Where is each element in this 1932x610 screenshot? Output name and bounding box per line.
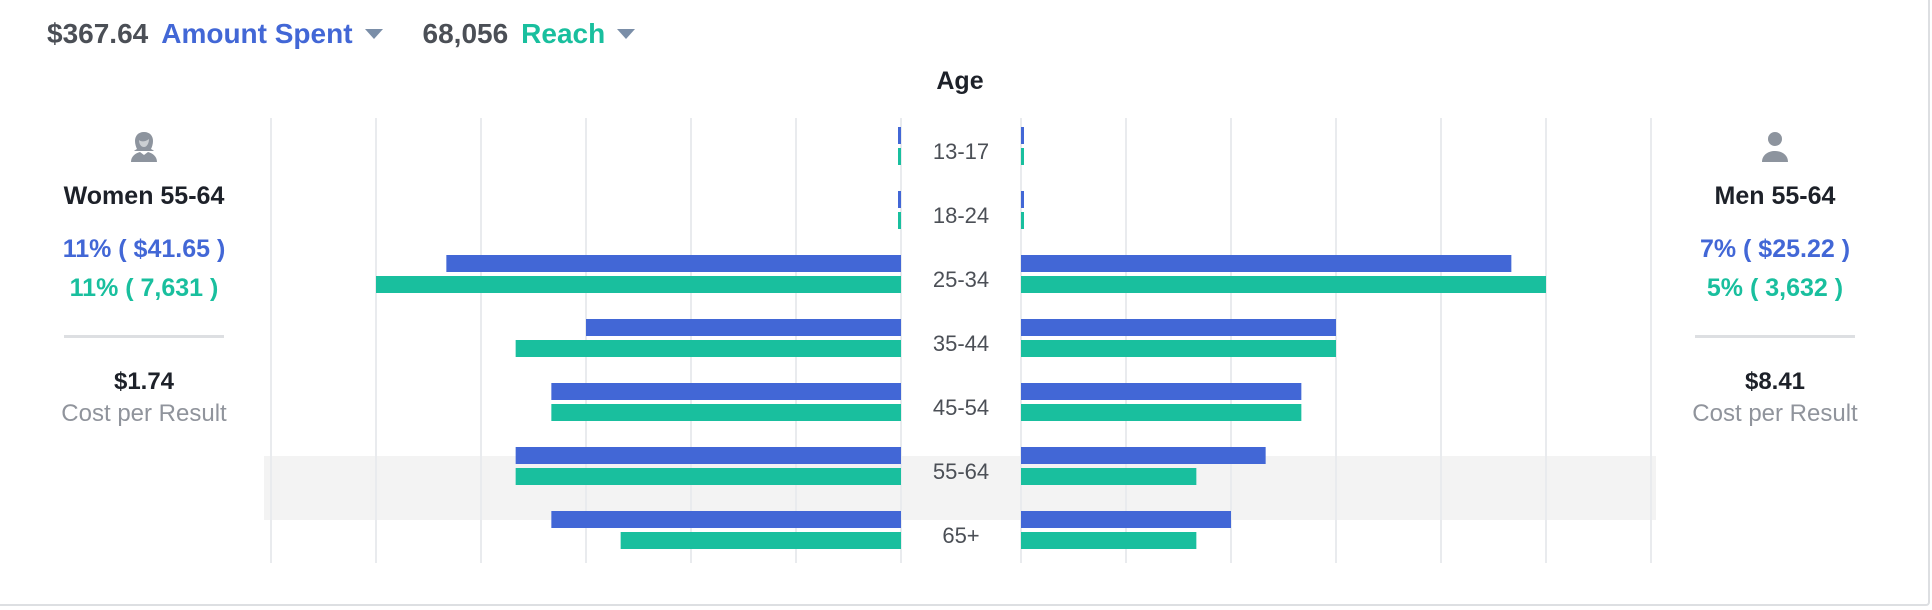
chevron-down-icon[interactable] — [617, 29, 636, 39]
metrics-bar: $367.64 Amount Spent 68,056 Reach — [47, 12, 675, 56]
chart-title: Age — [936, 67, 984, 95]
bar-women-amount-spent-55-64[interactable] — [515, 447, 901, 464]
chevron-down-icon[interactable] — [364, 29, 383, 39]
bar-men-reach-65+[interactable] — [1021, 532, 1197, 549]
age-label-55-64: 55-64 — [933, 459, 989, 484]
bar-men-reach-55-64[interactable] — [1021, 468, 1197, 485]
amount-spent-dropdown-label[interactable]: Amount Spent — [161, 18, 353, 49]
bar-women-reach-25-34[interactable] — [376, 276, 901, 293]
bar-women-reach-45-54[interactable] — [551, 404, 901, 421]
bar-men-amount-spent-35-44[interactable] — [1021, 319, 1336, 336]
age-label-18-24: 18-24 — [933, 203, 989, 228]
women-summary: Women 55-64 11% ( $41.65 ) 11% ( 7,631 )… — [44, 130, 244, 428]
bar-men-reach-18-24[interactable] — [1021, 212, 1024, 229]
bar-women-amount-spent-35-44[interactable] — [586, 319, 901, 336]
bar-women-reach-35-44[interactable] — [515, 340, 901, 357]
bar-women-amount-spent-45-54[interactable] — [551, 383, 901, 400]
women-spend-percent: 11% ( $41.65 ) — [62, 235, 226, 263]
bar-women-reach-13-17[interactable] — [898, 148, 901, 165]
highlighted-row[interactable] — [264, 456, 1656, 520]
men-cost-per-result-value: $8.41 — [1744, 368, 1806, 395]
women-cost-per-result-value: $1.74 — [113, 368, 175, 395]
bar-men-amount-spent-45-54[interactable] — [1021, 383, 1302, 400]
divider — [1695, 335, 1855, 338]
bar-men-reach-13-17[interactable] — [1021, 148, 1024, 165]
bar-men-reach-45-54[interactable] — [1021, 404, 1302, 421]
men-summary: Men 55-64 7% ( $25.22 ) 5% ( 3,632 ) $8.… — [1675, 130, 1875, 428]
bar-women-reach-65+[interactable] — [620, 532, 901, 549]
bar-men-amount-spent-65+[interactable] — [1021, 511, 1231, 528]
women-reach-percent: 11% ( 7,631 ) — [69, 274, 219, 302]
men-cost-per-result-label: Cost per Result — [1692, 400, 1858, 427]
bar-women-reach-55-64[interactable] — [515, 468, 901, 485]
age-label-65+: 65+ — [942, 523, 979, 548]
men-segment-title: Men 55-64 — [1714, 182, 1836, 210]
amount-spent-value: $367.64 — [47, 18, 149, 49]
reach-metric[interactable]: 68,056 Reach — [423, 18, 636, 50]
bar-men-amount-spent-13-17[interactable] — [1021, 127, 1024, 144]
bar-men-reach-35-44[interactable] — [1021, 340, 1336, 357]
age-label-13-17: 13-17 — [933, 139, 989, 164]
woman-avatar-icon — [131, 132, 157, 162]
bar-women-amount-spent-13-17[interactable] — [898, 127, 901, 144]
man-avatar-icon — [1762, 132, 1788, 162]
reach-value: 68,056 — [422, 18, 509, 49]
divider — [64, 335, 224, 338]
bar-men-amount-spent-25-34[interactable] — [1021, 255, 1512, 272]
age-label-25-34: 25-34 — [933, 267, 989, 292]
amount-spent-metric[interactable]: $367.64 Amount Spent — [47, 18, 383, 50]
reach-dropdown-label[interactable]: Reach — [521, 18, 606, 49]
bar-women-amount-spent-18-24[interactable] — [898, 191, 901, 208]
age-label-45-54: 45-54 — [933, 395, 989, 420]
men-reach-percent: 5% ( 3,632 ) — [1706, 274, 1844, 302]
age-label-35-44: 35-44 — [933, 331, 989, 356]
men-spend-percent: 7% ( $25.22 ) — [1699, 235, 1851, 263]
bar-women-reach-18-24[interactable] — [898, 212, 901, 229]
bar-men-amount-spent-18-24[interactable] — [1021, 191, 1024, 208]
women-segment-title: Women 55-64 — [63, 182, 225, 210]
bar-men-amount-spent-55-64[interactable] — [1021, 447, 1266, 464]
women-cost-per-result-label: Cost per Result — [61, 400, 227, 427]
bar-women-amount-spent-25-34[interactable] — [446, 255, 901, 272]
bar-men-reach-25-34[interactable] — [1021, 276, 1546, 293]
bar-women-amount-spent-65+[interactable] — [551, 511, 901, 528]
